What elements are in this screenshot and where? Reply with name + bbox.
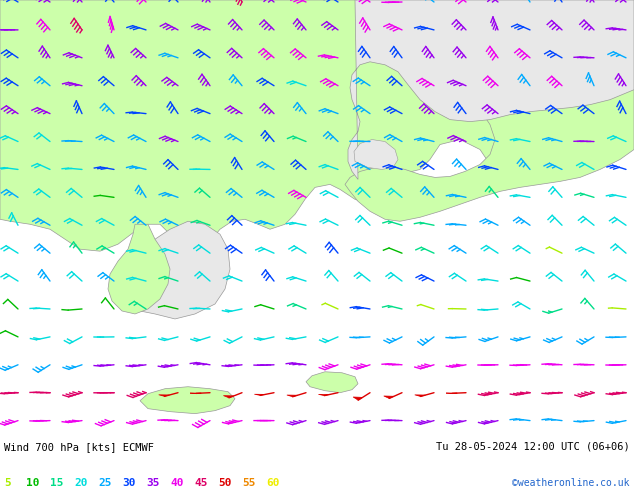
Polygon shape	[353, 397, 363, 400]
Text: ©weatheronline.co.uk: ©weatheronline.co.uk	[512, 478, 630, 488]
Text: 10: 10	[26, 478, 39, 488]
Polygon shape	[254, 394, 266, 395]
Text: 25: 25	[98, 478, 112, 488]
Text: 15: 15	[50, 478, 63, 488]
Text: 50: 50	[218, 478, 231, 488]
Polygon shape	[140, 387, 235, 414]
Polygon shape	[384, 396, 394, 398]
Text: Tu 28-05-2024 12:00 UTC (06+06): Tu 28-05-2024 12:00 UTC (06+06)	[436, 441, 630, 452]
Polygon shape	[306, 372, 358, 392]
Polygon shape	[345, 0, 634, 221]
Polygon shape	[318, 394, 330, 395]
Text: 5: 5	[4, 478, 11, 488]
Text: 35: 35	[146, 478, 160, 488]
Polygon shape	[125, 221, 230, 319]
Polygon shape	[108, 224, 170, 314]
Polygon shape	[0, 0, 634, 251]
Polygon shape	[223, 395, 234, 398]
Polygon shape	[354, 140, 398, 170]
Polygon shape	[158, 395, 169, 396]
Text: 55: 55	[242, 478, 256, 488]
Polygon shape	[287, 395, 297, 397]
Text: 45: 45	[194, 478, 207, 488]
Text: 60: 60	[266, 478, 280, 488]
Text: 20: 20	[74, 478, 87, 488]
Polygon shape	[415, 395, 425, 396]
Text: Wind 700 hPa [kts] ECMWF: Wind 700 hPa [kts] ECMWF	[4, 441, 154, 452]
Text: 30: 30	[122, 478, 136, 488]
Text: 40: 40	[170, 478, 183, 488]
Polygon shape	[348, 0, 634, 179]
